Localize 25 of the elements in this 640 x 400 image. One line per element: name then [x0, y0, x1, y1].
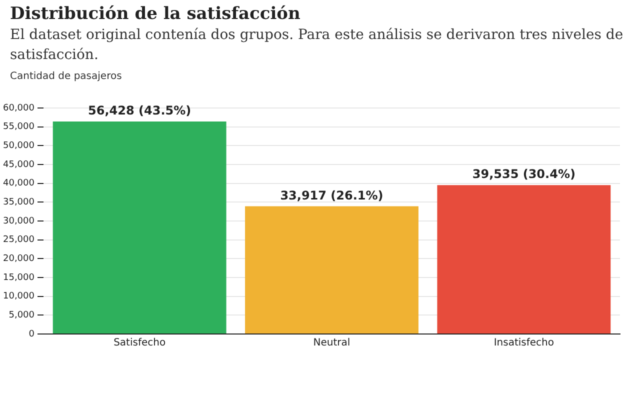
x-tick-label: Neutral: [313, 338, 350, 349]
y-tick-label: 45,000: [2, 160, 35, 170]
x-tick-label: Insatisfecho: [494, 338, 554, 349]
y-tick-label: 5,000: [8, 310, 35, 321]
data-label: 56,428 (43.5%): [88, 104, 192, 118]
chart-title: Distribución de la satisfacción: [10, 4, 302, 24]
bar: [245, 206, 418, 334]
y-tick-label: 50,000: [2, 141, 35, 152]
x-tick-label: Satisfecho: [114, 338, 166, 349]
chart-subtitle: El dataset original contenía dos grupos. Para este análisis se derivaron tres niveles de satisfacción.: [10, 26, 624, 65]
y-tick-label: 25,000: [2, 235, 35, 246]
y-tick-label: 35,000: [2, 198, 35, 208]
bar: [437, 185, 611, 334]
bar: [52, 122, 226, 334]
y-tick-label: 55,000: [2, 122, 35, 132]
y-tick-label: 10,000: [2, 292, 35, 302]
y-tick-label: 60,000: [2, 104, 35, 114]
y-tick-label: 30,000: [2, 216, 35, 227]
y-tick-label: 40,000: [2, 178, 35, 189]
y-axis-title: Cantidad de pasajeros: [10, 71, 123, 82]
y-tick-label: 20,000: [2, 254, 35, 264]
y-tick-label: 15,000: [2, 273, 35, 284]
data-label: 33,917 (26.1%): [280, 188, 384, 203]
data-label: 39,535 (30.4%): [472, 167, 576, 182]
y-tick-label: 0: [28, 330, 35, 340]
